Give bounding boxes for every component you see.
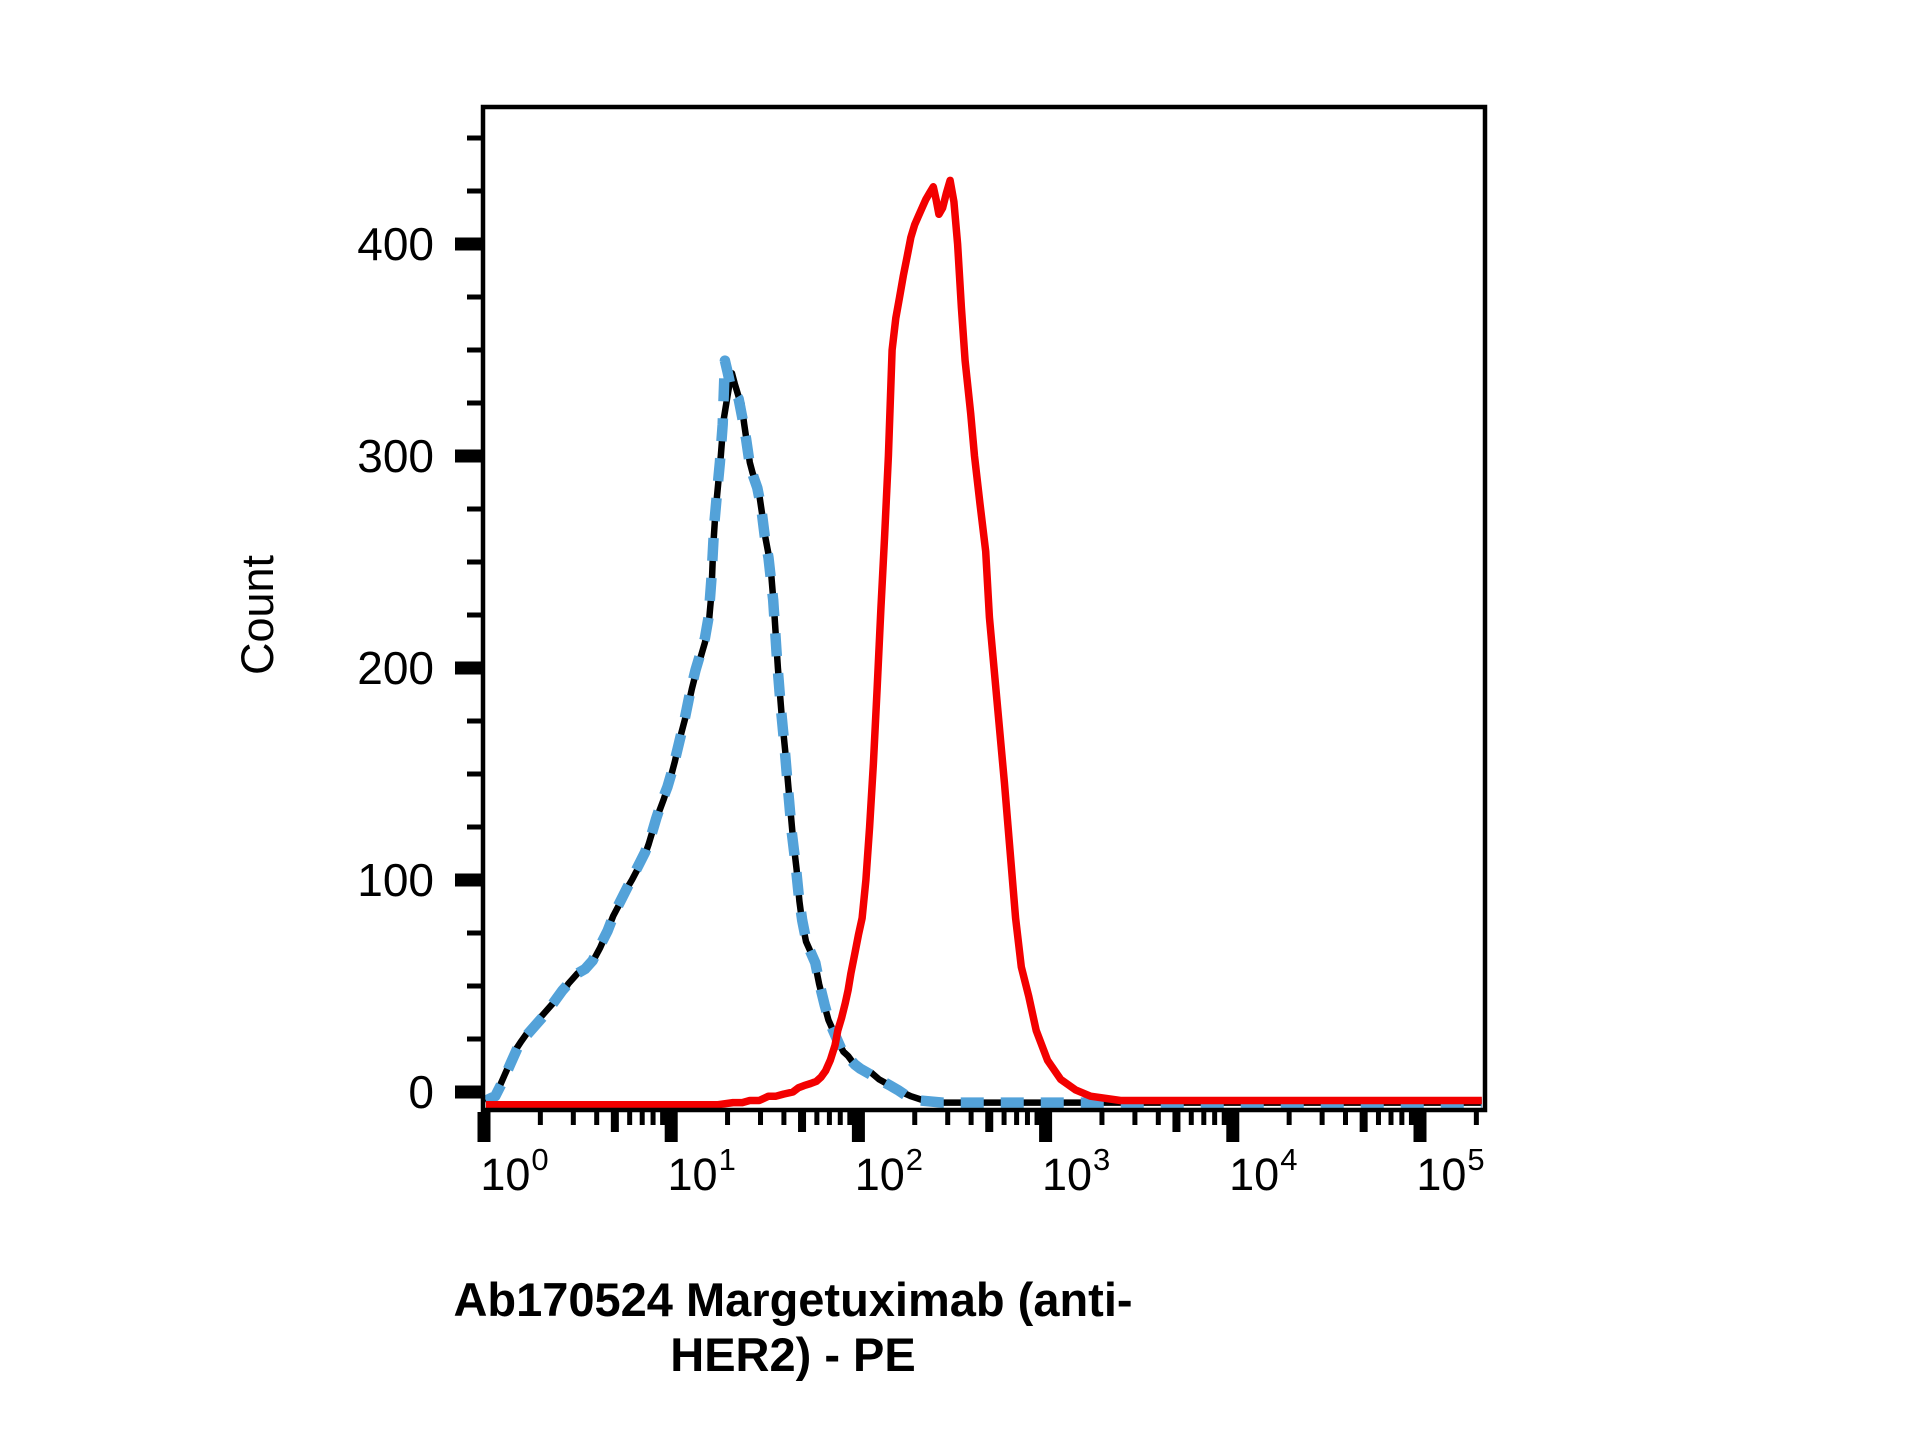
plot-frame [480,104,1488,1113]
y-axis-title: Count [232,554,283,676]
series-blue-dashed-curve [483,355,1482,1108]
x-tick-label-10e4: 104 [1229,1142,1298,1200]
series-black-solid-curve [484,370,1482,1106]
y-tick-label-100: 100 [357,854,434,906]
x-tick-label-10e2: 102 [854,1142,924,1200]
x-tick-label-10e3: 103 [1041,1142,1111,1200]
x-tick-label-10e5: 105 [1416,1142,1485,1200]
x-tick-label-10e0: 100 [480,1142,549,1200]
y-tick-label-200: 200 [357,642,434,694]
y-tick-label-0: 0 [408,1066,434,1118]
x-axis-title: Ab170524 Margetuximab (anti-HER2) - PE [453,1273,1133,1381]
series-red-solid-curve [485,176,1482,1109]
y-tick-label-300: 300 [357,430,434,482]
x-tick-label-10e1: 101 [667,1142,736,1200]
y-tick-label-400: 400 [357,218,434,270]
